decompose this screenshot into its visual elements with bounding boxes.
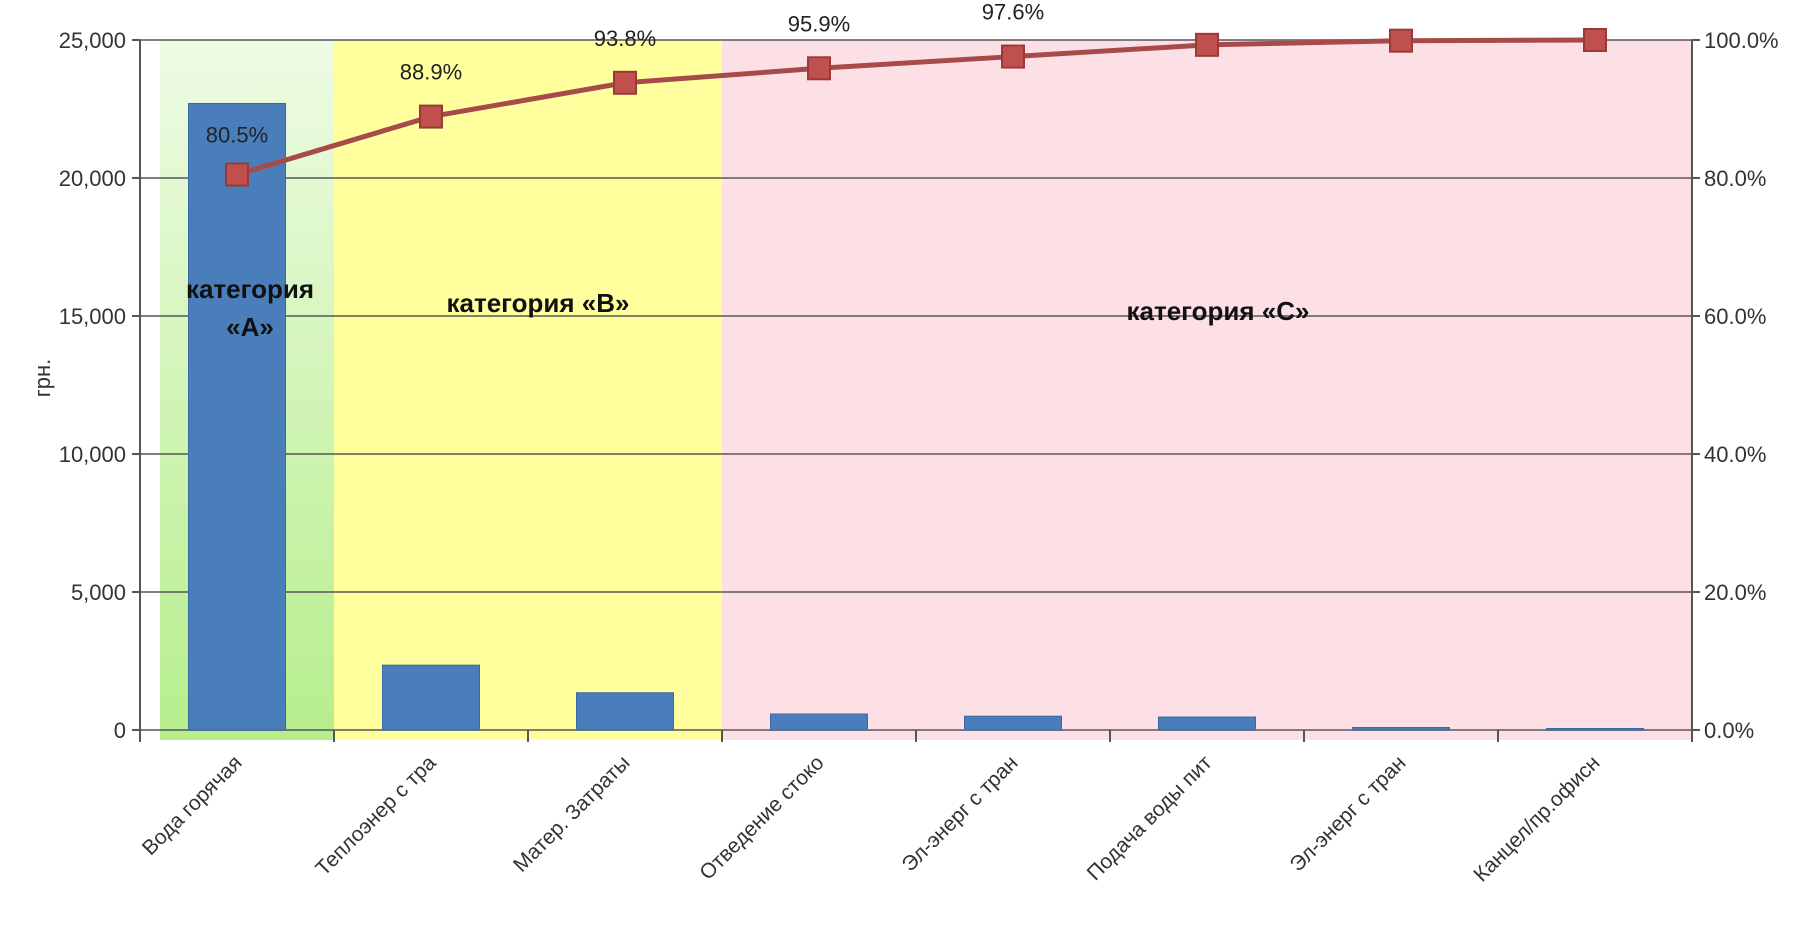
y-tick-label-0: 0 <box>114 718 126 743</box>
y2-tick-label-4: 80.0% <box>1704 166 1766 191</box>
x-tick-label-1: Теплоэнер с тра <box>311 751 440 880</box>
zone-2 <box>722 40 1692 740</box>
category-zones <box>160 40 1692 740</box>
x-tick-label-0: Вода горячая <box>138 751 247 860</box>
y-tick-label-1: 5,000 <box>71 580 126 605</box>
x-tick-label-7: Канцел/пр.офисн <box>1469 751 1604 886</box>
y2-tick-label-3: 60.0% <box>1704 304 1766 329</box>
bar-2 <box>576 692 674 731</box>
y-tick-label-2: 10,000 <box>59 442 126 467</box>
y2-tick-label-1: 20.0% <box>1704 580 1766 605</box>
cumulative-marker-6 <box>1389 28 1413 53</box>
y-tick-label-4: 20,000 <box>59 166 126 191</box>
zone-label-2-0: категория «С» <box>1127 296 1310 326</box>
bar-0 <box>188 102 286 731</box>
bars <box>188 102 1644 731</box>
bar-4 <box>964 715 1062 731</box>
bar-3 <box>770 713 868 731</box>
zone-1 <box>334 40 722 740</box>
x-tick-label-5: Подача воды пит <box>1083 751 1217 885</box>
bar-6 <box>1352 727 1450 731</box>
cumulative-label-3: 95.9% <box>788 11 850 36</box>
cumulative-marker-7 <box>1583 28 1607 52</box>
zone-label-0-0: категория <box>186 274 314 304</box>
cumulative-label-1: 88.9% <box>400 60 462 85</box>
bar-5 <box>1158 716 1256 731</box>
cumulative-marker-0 <box>225 162 249 187</box>
axes <box>132 39 1700 742</box>
cumulative-marker-2 <box>613 70 637 95</box>
y2-tick-label-2: 40.0% <box>1704 442 1766 467</box>
bar-1 <box>382 664 480 731</box>
cumulative-label-2: 93.8% <box>594 26 656 51</box>
y-axis-title: грн. <box>30 359 55 398</box>
x-tick-label-6: Эл-энерг с тран <box>1286 751 1411 876</box>
cumulative-polyline <box>236 37 1596 177</box>
y2-tick-label-0: 0.0% <box>1704 718 1754 743</box>
y-tick-label-3: 15,000 <box>59 304 126 329</box>
zone-label-1-0: категория «В» <box>447 288 630 318</box>
cumulative-marker-5 <box>1195 32 1219 57</box>
cumulative-marker-4 <box>1001 44 1025 69</box>
cumulative-label-0: 80.5% <box>206 123 268 148</box>
x-tick-label-3: Отведение стоко <box>695 751 828 884</box>
zone-label-0-1: «А» <box>226 312 274 342</box>
cumulative-line <box>225 28 1607 187</box>
y-tick-label-5: 25,000 <box>59 28 126 53</box>
x-tick-label-2: Матер. Затраты <box>509 751 635 877</box>
cumulative-marker-1 <box>419 104 443 129</box>
x-tick-label-4: Эл-энерг с тран <box>898 751 1023 876</box>
y2-tick-label-5: 100.0% <box>1704 28 1779 53</box>
cumulative-label-4: 97.6% <box>982 0 1044 25</box>
cumulative-marker-3 <box>807 56 831 81</box>
bar-7 <box>1546 728 1644 731</box>
